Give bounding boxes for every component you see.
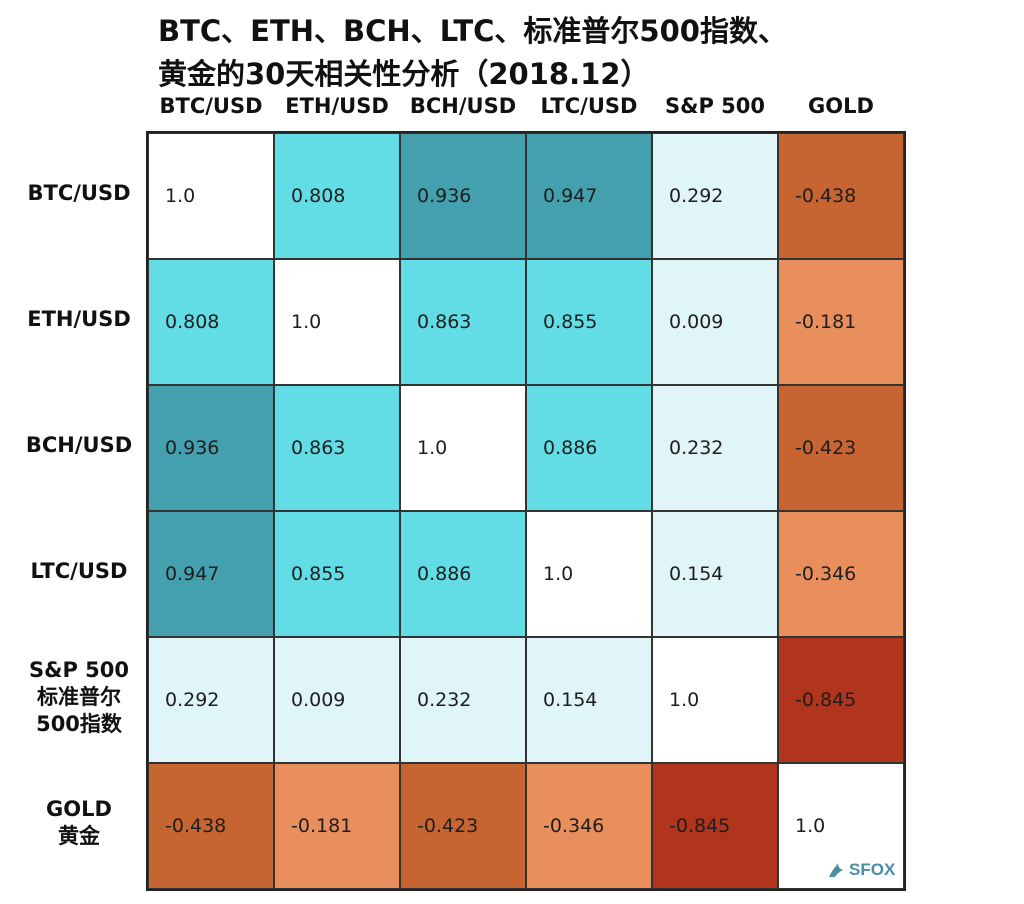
cell-value-label: 0.947 — [543, 185, 598, 207]
heatmap-cell: -0.346 — [778, 511, 904, 637]
heatmap-cell: 0.886 — [400, 511, 526, 637]
cell-value-label: -0.845 — [669, 815, 731, 837]
column-header: GOLD — [808, 94, 874, 118]
cell-value-label: 1.0 — [795, 815, 826, 837]
heatmap-cell: 0.863 — [400, 259, 526, 385]
cell-value-label: 0.886 — [417, 563, 472, 585]
heatmap-cell: 0.154 — [652, 511, 778, 637]
heatmap-cell: 1.0 — [400, 385, 526, 511]
cell-value-label: 0.947 — [165, 563, 220, 585]
cell-value-label: 0.154 — [669, 563, 724, 585]
correlation-heatmap: 1.0 0.808 0.936 0.947 0.292 -0.438 0.808 1.0 0.8… — [146, 131, 906, 891]
heatmap-cell: -0.438 — [148, 763, 274, 889]
fox-icon — [829, 863, 843, 877]
cell-value-label: 0.936 — [165, 437, 220, 459]
heatmap-cell: 1.0 — [778, 763, 904, 889]
row-header-line: S&P 500 — [29, 657, 129, 682]
row-header-line: 500指数 — [36, 711, 122, 736]
heatmap-cell: 0.886 — [526, 385, 652, 511]
heatmap-cell: 0.936 — [400, 133, 526, 259]
cell-value-label: 0.808 — [165, 311, 220, 333]
column-header: BTC/USD — [159, 94, 263, 118]
cell-value-label: 0.292 — [669, 185, 724, 207]
heatmap-cell: 0.232 — [652, 385, 778, 511]
heatmap-cell: 1.0 — [274, 259, 400, 385]
cell-value-label: -0.423 — [795, 437, 857, 459]
heatmap-cell: 0.863 — [274, 385, 400, 511]
heatmap-cell: 0.947 — [526, 133, 652, 259]
row-header-line: ETH/USD — [27, 306, 131, 331]
heatmap-cell: 0.292 — [652, 133, 778, 259]
row-header: S&P 500 标准普尔 500指数 — [10, 657, 148, 738]
heatmap-cell: 0.947 — [148, 511, 274, 637]
row-header-line: GOLD — [46, 797, 112, 821]
cell-value-label: 1.0 — [669, 689, 700, 711]
cell-value-label: -0.346 — [543, 815, 605, 837]
cell-value-label: 1.0 — [165, 185, 196, 207]
watermark-text: SFOX — [849, 860, 896, 879]
heatmap-cell: -0.845 — [778, 637, 904, 763]
chart-title-line-2: 黄金的30天相关性分析（2018.12） — [158, 57, 650, 91]
heatmap-cell: 0.808 — [148, 259, 274, 385]
row-header-line: BCH/USD — [25, 432, 133, 457]
row-header: GOLD 黄金 — [10, 796, 148, 850]
heatmap-cell: 1.0 — [652, 637, 778, 763]
heatmap-cell: 1.0 — [148, 133, 274, 259]
cell-value-label: -0.438 — [795, 185, 857, 207]
cell-value-label: -0.181 — [291, 815, 353, 837]
heatmap-cell: 0.232 — [400, 637, 526, 763]
cell-value-label: 1.0 — [417, 437, 448, 459]
column-header: S&P 500 — [665, 94, 765, 118]
cell-value-label: 0.855 — [291, 563, 346, 585]
heatmap-cell: -0.423 — [400, 763, 526, 889]
heatmap-cell: -0.181 — [274, 763, 400, 889]
cell-value-label: 1.0 — [291, 311, 322, 333]
column-header: ETH/USD — [285, 94, 389, 118]
heatmap-cell: 0.855 — [274, 511, 400, 637]
column-header: BCH/USD — [409, 94, 517, 118]
cell-value-label: 0.154 — [543, 689, 598, 711]
heatmap-cell: 0.292 — [148, 637, 274, 763]
cell-value-label: 0.886 — [543, 437, 598, 459]
row-header-line: BTC/USD — [27, 180, 131, 205]
row-header: BCH/USD — [10, 432, 148, 459]
heatmap-cell: 1.0 — [526, 511, 652, 637]
heatmap-cell: -0.423 — [778, 385, 904, 511]
cell-value-label: 0.232 — [417, 689, 472, 711]
cell-value-label: -0.438 — [165, 815, 227, 837]
cell-value-label: -0.423 — [417, 815, 479, 837]
cell-value-label: -0.845 — [795, 689, 857, 711]
row-header-line: 黄金 — [58, 824, 100, 848]
cell-value-label: -0.346 — [795, 563, 857, 585]
row-header: BTC/USD — [10, 180, 148, 207]
heatmap-cell: 0.154 — [526, 637, 652, 763]
cell-value-label: 0.009 — [291, 689, 346, 711]
column-header: LTC/USD — [540, 94, 638, 118]
heatmap-cell: -0.845 — [652, 763, 778, 889]
row-header: ETH/USD — [10, 306, 148, 333]
cell-value-label: -0.181 — [795, 311, 857, 333]
sfox-logo: SFOX — [826, 860, 895, 880]
heatmap-cell: -0.346 — [526, 763, 652, 889]
cell-value-label: 1.0 — [543, 563, 574, 585]
heatmap-cell: 0.808 — [274, 133, 400, 259]
heatmap-cell: 0.009 — [652, 259, 778, 385]
row-header-line: LTC/USD — [30, 558, 128, 583]
cell-value-label: 0.855 — [543, 311, 598, 333]
cell-value-label: 0.808 — [291, 185, 346, 207]
heatmap-cell: 0.936 — [148, 385, 274, 511]
heatmap-cell: 0.855 — [526, 259, 652, 385]
cell-value-label: 0.863 — [291, 437, 346, 459]
cell-value-label: 0.232 — [669, 437, 724, 459]
heatmap-cell: -0.181 — [778, 259, 904, 385]
row-header-line: 标准普尔 — [37, 684, 121, 709]
cell-value-label: 0.292 — [165, 689, 220, 711]
cell-value-label: 0.936 — [417, 185, 472, 207]
cell-value-label: 0.863 — [417, 311, 472, 333]
heatmap-cell: 0.009 — [274, 637, 400, 763]
row-header: LTC/USD — [10, 558, 148, 585]
chart-title-line-1: BTC、ETH、BCH、LTC、标准普尔500指数、 — [158, 14, 787, 48]
cell-value-label: 0.009 — [669, 311, 724, 333]
heatmap-cell: -0.438 — [778, 133, 904, 259]
